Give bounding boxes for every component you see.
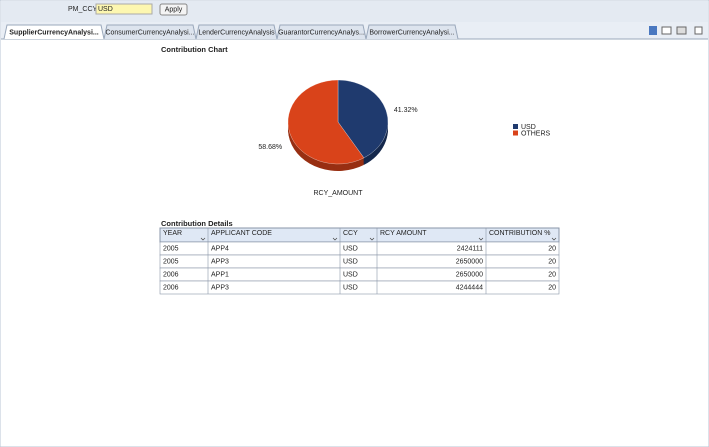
legend-swatch <box>513 130 518 136</box>
column-header: CCY <box>343 230 358 237</box>
chart-title: Contribution Chart <box>161 45 228 54</box>
icon[interactable] <box>694 26 703 35</box>
column-header: CONTRIBUTION % <box>489 230 550 237</box>
table-title: Contribution Details <box>161 219 233 228</box>
table-cell: 20 <box>548 271 556 278</box>
sort-arrow[interactable] <box>332 237 338 241</box>
pie-slice <box>337 79 389 159</box>
tab[interactable] <box>276 24 367 40</box>
table-cell: 20 <box>548 258 556 265</box>
table-cell: 2006 <box>163 284 179 291</box>
tab[interactable] <box>195 24 278 40</box>
legend-label: OTHERS <box>521 130 551 137</box>
tab-label: SupplierCurrencyAnalysi... <box>9 29 99 36</box>
legend-swatch <box>513 124 518 129</box>
table-cell: 20 <box>548 245 556 252</box>
tab-label: BorrowerCurrencyAnalysi... <box>369 29 454 36</box>
table-cell: USD <box>343 271 358 278</box>
icon[interactable] <box>649 26 657 35</box>
table-cell: 2650000 <box>456 271 483 278</box>
table-cell: APP3 <box>211 284 229 291</box>
icon[interactable] <box>661 26 672 35</box>
tab[interactable] <box>3 24 105 40</box>
table-cell: USD <box>343 258 358 265</box>
table-cell: 2650000 <box>456 258 483 265</box>
table-cell: 2006 <box>163 271 179 278</box>
table-cell: 4244444 <box>456 284 483 291</box>
table-cell: 20 <box>548 284 556 291</box>
sort-arrow[interactable] <box>551 237 557 241</box>
apply-label: Apply <box>165 6 183 13</box>
table-row <box>159 280 560 295</box>
tab-label: ConsumerCurrencyAnalysi... <box>105 29 194 36</box>
table-cell: 2005 <box>163 258 179 265</box>
table-cell: 2424111 <box>457 245 483 252</box>
data-label: 58.68% <box>258 144 282 151</box>
tab-label: LenderCurrencyAnalysis <box>198 29 275 36</box>
tab-label: GuarantorCurrencyAnalys... <box>278 29 365 36</box>
filter-value: USD <box>98 6 113 13</box>
table-cell: APP3 <box>211 258 229 265</box>
column-header: APPLICANT CODE <box>211 230 272 237</box>
table-cell: USD <box>343 284 358 291</box>
pie-slice <box>287 79 365 165</box>
table-cell: APP1 <box>211 271 229 278</box>
tab[interactable] <box>103 24 197 40</box>
sort-arrow[interactable] <box>478 237 484 241</box>
sort-arrow[interactable] <box>200 237 206 241</box>
table-cell: USD <box>343 245 358 252</box>
tab[interactable] <box>365 24 459 40</box>
table-cell: APP4 <box>211 245 229 252</box>
filter-label: PM_CCY <box>68 6 98 13</box>
column-header: YEAR <box>163 230 182 237</box>
x-label: RCY_AMOUNT <box>313 190 363 197</box>
apply-button[interactable] <box>159 3 188 16</box>
column-header: RCY AMOUNT <box>380 230 427 237</box>
icon[interactable] <box>676 26 687 35</box>
sort-arrow[interactable] <box>369 237 375 241</box>
table-cell: 2005 <box>163 245 179 252</box>
data-label: 41.32% <box>394 107 418 114</box>
legend-label: USD <box>521 124 536 131</box>
filter-input[interactable] <box>95 3 153 15</box>
